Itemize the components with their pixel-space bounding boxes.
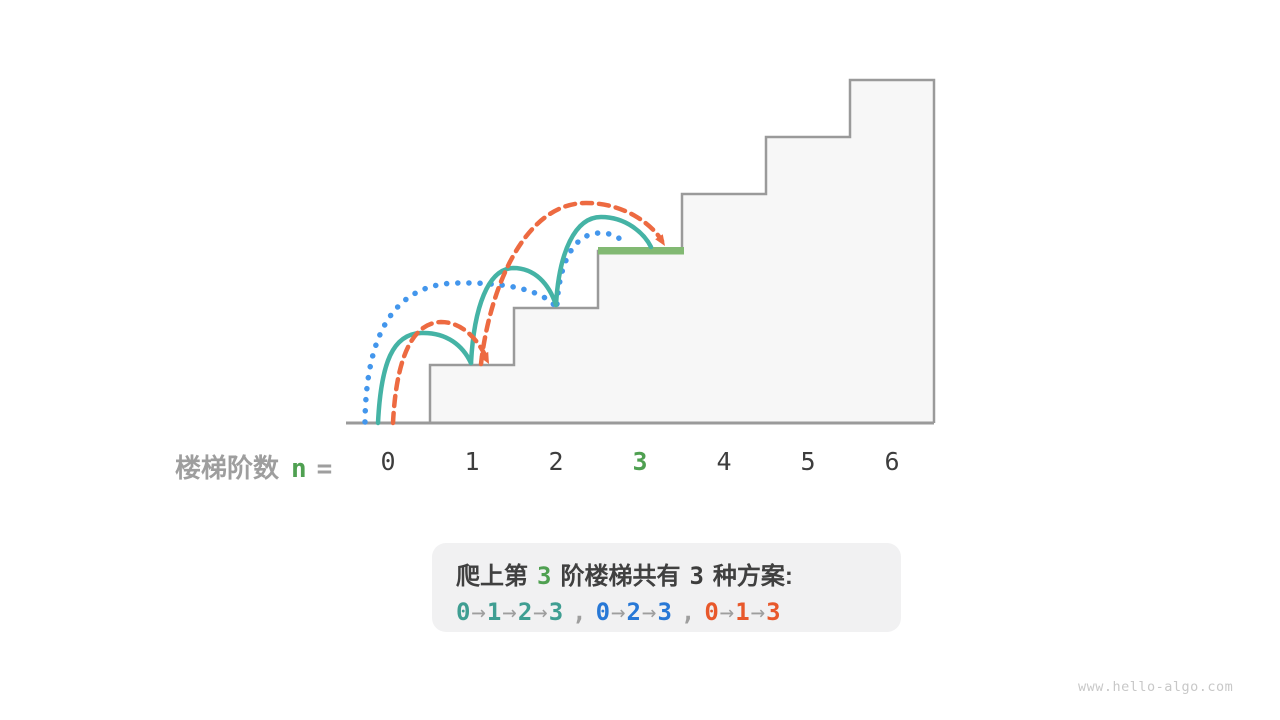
step-number: 2 — [626, 598, 641, 626]
caption-solution-count: 3 — [689, 562, 704, 590]
arrow-icon: → — [719, 598, 735, 626]
arrow-icon: → — [502, 598, 517, 626]
step-number: 2 — [517, 598, 533, 626]
axis-value-4: 4 — [716, 447, 732, 476]
highlighted-step-bar — [598, 247, 684, 255]
axis-equals-sign: = — [316, 454, 333, 484]
staircase-outline — [428, 78, 936, 423]
caption-step-number: 3 — [537, 562, 552, 590]
arrow-icon: → — [750, 598, 766, 626]
axis-label-text: 楼梯阶数 — [175, 453, 280, 483]
step-number: 1 — [735, 598, 750, 626]
caption-suffix: 种方案: — [712, 563, 793, 590]
step-number: 3 — [657, 598, 672, 626]
axis-value-2: 2 — [548, 447, 564, 476]
sequence-separator: , — [572, 598, 587, 626]
solution-sequence-1: 0→1→2→3 — [456, 598, 563, 626]
path-0-1-3-dashed — [390, 200, 665, 426]
solution-sequence-3: 0→1→3 — [704, 598, 780, 626]
axis-label: 楼梯阶数 n = — [175, 448, 332, 485]
caption-box: 爬上第 3 阶楼梯共有 3 种方案: 0→1→2→3, 0→2→3, 0→1→3 — [432, 543, 901, 632]
axis-value-5: 5 — [800, 447, 816, 476]
caption-line-2: 0→1→2→3, 0→2→3, 0→1→3 — [456, 598, 901, 626]
arrow-icon: → — [611, 598, 626, 626]
arrow-icon: → — [471, 598, 486, 626]
axis-value-1: 1 — [464, 447, 480, 476]
caption-line-1: 爬上第 3 阶楼梯共有 3 种方案: — [456, 556, 901, 591]
step-number: 1 — [486, 598, 502, 626]
axis-value-6: 6 — [884, 447, 900, 476]
axis-value-3-highlighted: 3 — [632, 447, 648, 476]
step-number: 0 — [595, 598, 611, 626]
arrowhead-icon — [655, 234, 665, 246]
sequence-separator: , — [680, 598, 696, 626]
step-number: 3 — [766, 598, 781, 626]
arrowhead-icon — [479, 351, 489, 364]
arrow-icon: → — [641, 598, 657, 626]
step-number: 0 — [456, 598, 471, 626]
solution-sequence-2: 0→2→3 — [596, 598, 672, 626]
staircase-figure — [346, 78, 936, 426]
axis-value-0: 0 — [380, 447, 396, 476]
step-number: 3 — [548, 598, 564, 626]
watermark: www.hello-algo.com — [1078, 679, 1234, 695]
axis-variable: n — [291, 454, 307, 484]
arrow-icon: → — [533, 598, 548, 626]
step-number: 0 — [704, 598, 719, 626]
caption-prefix: 爬上第 — [456, 563, 528, 590]
caption-middle: 阶楼梯共有 — [560, 563, 681, 590]
path-0-1-2-3-solid — [375, 214, 654, 426]
